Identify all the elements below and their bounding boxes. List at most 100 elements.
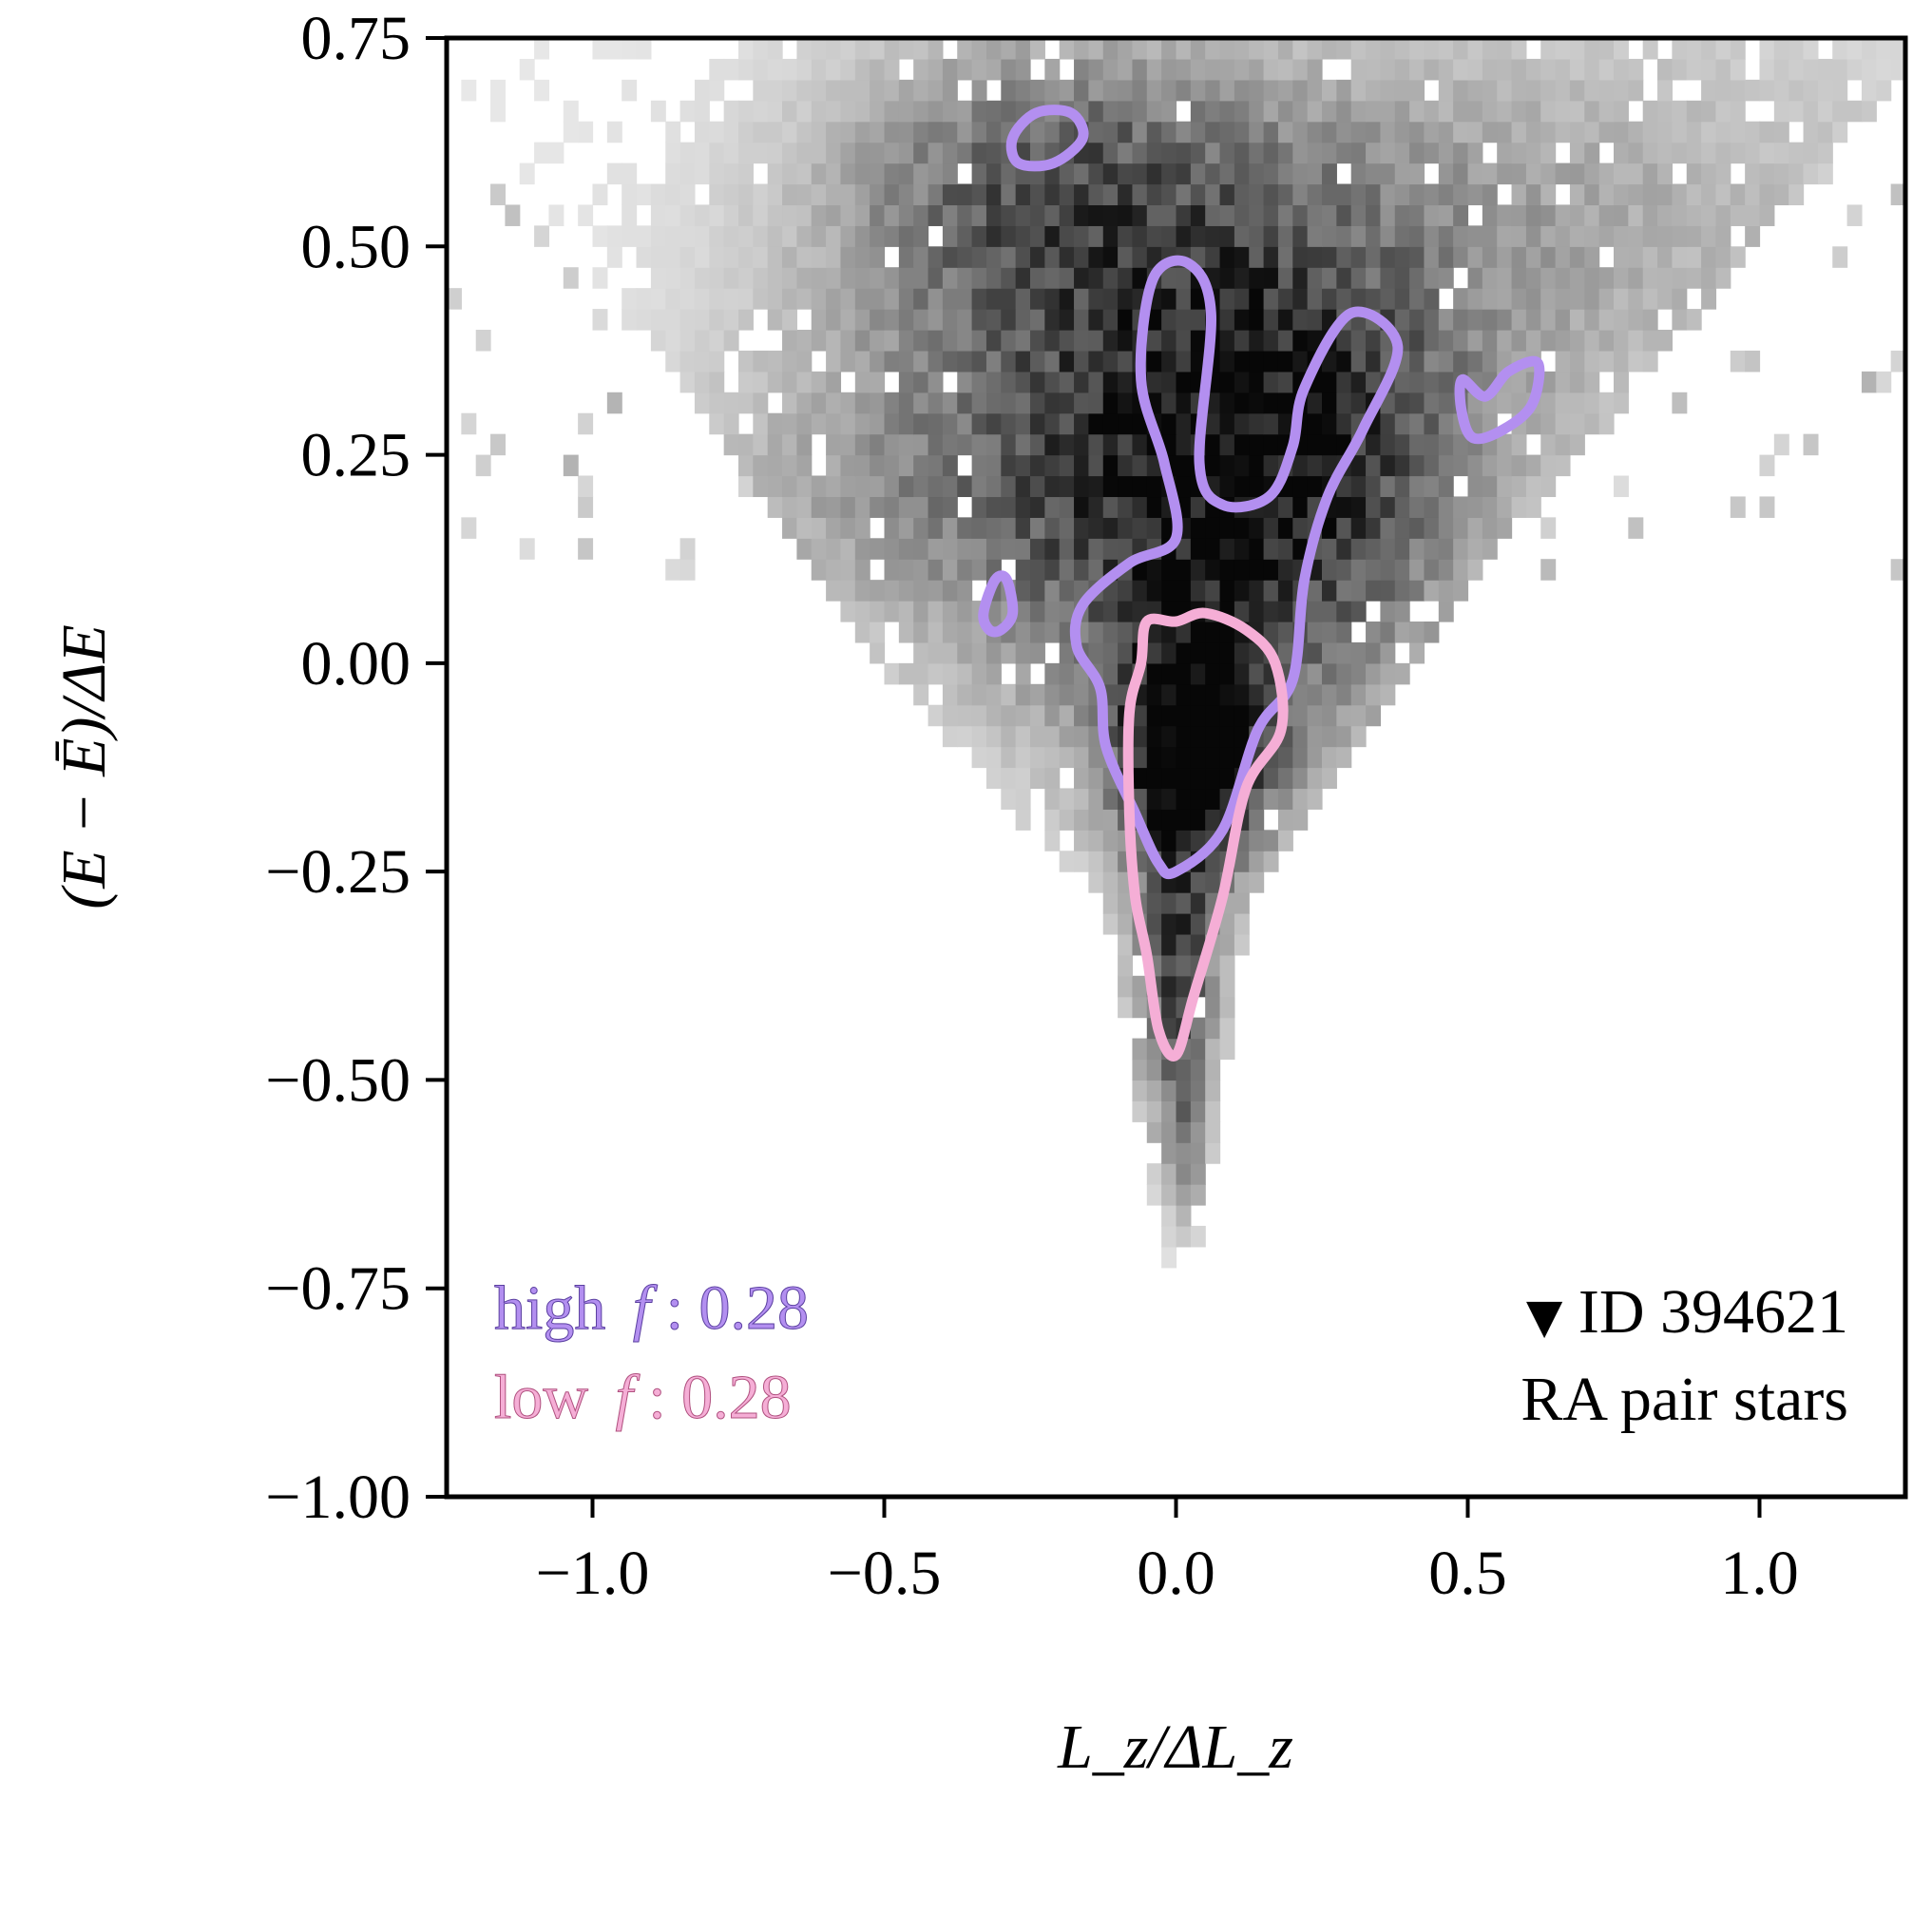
- heatmap-cell: [1409, 475, 1425, 498]
- heatmap-cell: [1161, 683, 1177, 706]
- heatmap-cell: [1511, 496, 1527, 518]
- heatmap-cell: [942, 204, 958, 226]
- heatmap-cell: [1686, 267, 1702, 289]
- heatmap-cell: [826, 79, 842, 102]
- heatmap-cell: [1540, 58, 1557, 81]
- heatmap-cell: [957, 559, 973, 581]
- heatmap-cell: [1176, 975, 1192, 998]
- heatmap-cell: [1044, 475, 1061, 498]
- heatmap-cell: [898, 433, 914, 456]
- heatmap-cell: [811, 79, 827, 102]
- heatmap-cell: [694, 246, 710, 268]
- heatmap-cell: [1263, 517, 1279, 539]
- heatmap-cell: [854, 433, 870, 456]
- heatmap-cell: [1350, 58, 1367, 81]
- heatmap-cell: [957, 267, 973, 289]
- heatmap-cell: [1511, 100, 1527, 123]
- heatmap-cell: [1074, 517, 1089, 539]
- heatmap-cell: [1322, 204, 1337, 226]
- heatmap-cell: [870, 454, 886, 477]
- heatmap-cell: [1102, 788, 1119, 810]
- heatmap-cell: [1059, 475, 1075, 498]
- heatmap-cell: [1249, 79, 1265, 102]
- heatmap-cell: [1176, 788, 1192, 810]
- heatmap-cell: [1366, 79, 1381, 102]
- heatmap-cell: [1263, 79, 1279, 102]
- heatmap-cell: [1409, 330, 1425, 352]
- heatmap-cell: [1424, 330, 1440, 352]
- heatmap-cell: [767, 58, 783, 81]
- high-word: high: [494, 1273, 605, 1343]
- heatmap-cell: [1409, 288, 1425, 310]
- heatmap-cell: [1118, 662, 1134, 685]
- heatmap-cell: [1366, 454, 1381, 477]
- heatmap-cell: [1322, 683, 1337, 706]
- heatmap-cell: [1219, 725, 1235, 748]
- heatmap-cell: [942, 704, 958, 727]
- heatmap-cell: [1876, 79, 1892, 102]
- heatmap-cell: [898, 309, 914, 331]
- heatmap-cell: [1803, 142, 1819, 164]
- heatmap-cell: [1044, 601, 1061, 622]
- heatmap-cell: [1453, 38, 1469, 60]
- heatmap-cell: [1059, 746, 1075, 769]
- heatmap-cell: [1540, 371, 1557, 393]
- heatmap-cell: [1146, 454, 1162, 477]
- heatmap-cell: [1088, 433, 1104, 456]
- heatmap-cell: [1030, 204, 1045, 226]
- heatmap-cell: [1366, 142, 1381, 164]
- heatmap-cell: [1219, 371, 1235, 393]
- heatmap-cell: [1336, 371, 1352, 393]
- y-axis: −1.00−0.75−0.50−0.250.000.250.500.75: [265, 4, 447, 1532]
- heatmap-cell: [1074, 496, 1089, 518]
- heatmap-cell: [1409, 433, 1425, 456]
- heatmap-cell: [578, 496, 594, 518]
- heatmap-cell: [1701, 225, 1717, 247]
- heatmap-cell: [1190, 225, 1206, 247]
- heatmap-cell: [1497, 246, 1513, 268]
- heatmap-cell: [1467, 538, 1483, 560]
- heatmap-cell: [1511, 225, 1527, 247]
- heatmap-cell: [1511, 454, 1527, 477]
- heatmap-cell: [1263, 58, 1279, 81]
- heatmap-cell: [1409, 641, 1425, 664]
- heatmap-cell: [1190, 1163, 1206, 1185]
- heatmap-cell: [1044, 746, 1061, 769]
- heatmap-cell: [884, 580, 900, 602]
- heatmap-cell: [1394, 204, 1410, 226]
- heatmap-cell: [928, 496, 944, 518]
- heatmap-cell: [898, 412, 914, 435]
- heatmap-cell: [1102, 392, 1119, 414]
- heatmap-cell: [1190, 38, 1206, 60]
- heatmap-cell: [1511, 79, 1527, 102]
- heatmap-cell: [1497, 517, 1513, 539]
- heatmap-cell: [1598, 267, 1615, 289]
- heatmap-cell: [1161, 204, 1177, 226]
- heatmap-cell: [898, 392, 914, 414]
- heatmap-cell: [898, 204, 914, 226]
- heatmap-cell: [1161, 746, 1177, 769]
- heatmap-cell: [1350, 142, 1367, 164]
- heatmap-cell: [1263, 830, 1279, 851]
- heatmap-cell: [1525, 142, 1541, 164]
- heatmap-cell: [840, 121, 856, 143]
- heatmap-cell: [1424, 517, 1440, 539]
- heatmap-cell: [1176, 121, 1192, 143]
- heatmap-cell: [1001, 225, 1017, 247]
- heatmap-cell: [811, 225, 827, 247]
- heatmap-cell: [1015, 225, 1031, 247]
- heatmap-cell: [592, 309, 608, 331]
- heatmap-cell: [1059, 38, 1075, 60]
- heatmap-cell: [1205, 704, 1221, 727]
- heatmap-cell: [811, 183, 827, 206]
- heatmap-cell: [1219, 746, 1235, 769]
- heatmap-cell: [1205, 767, 1221, 790]
- heatmap-cell: [1059, 309, 1075, 331]
- heatmap-cell: [870, 121, 886, 143]
- heatmap-cell: [1614, 100, 1629, 123]
- heatmap-cell: [1161, 412, 1177, 435]
- heatmap-cell: [942, 433, 958, 456]
- heatmap-cell: [1219, 913, 1235, 935]
- heatmap-cell: [1540, 517, 1557, 539]
- heatmap-cell: [1015, 683, 1031, 706]
